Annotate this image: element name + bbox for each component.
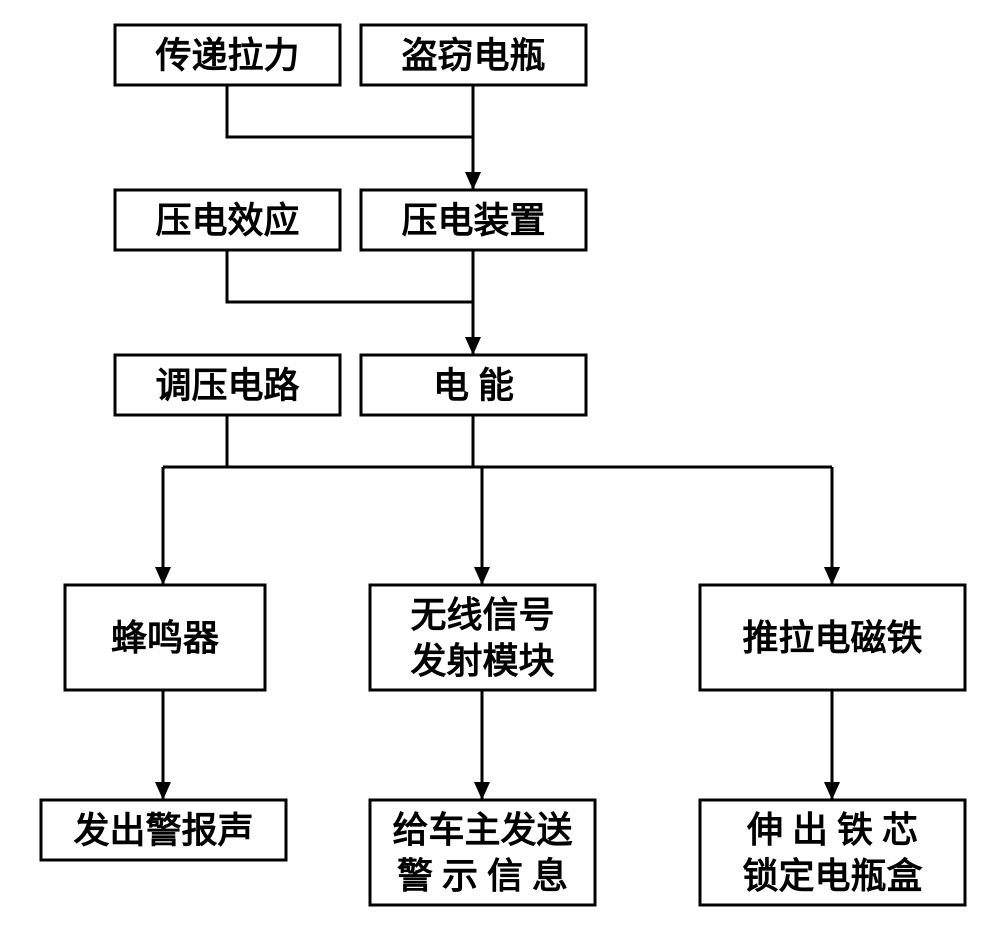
node-label: 推拉电磁铁 [742, 618, 922, 658]
node-label: 压电装置 [401, 201, 545, 241]
flowchart-canvas: 传递拉力 盗窃电瓶压电效应 压电装置调压电路 电 能蜂鸣器 无线信号发射模块 推拉电磁铁发… [0, 0, 997, 934]
edge-e11 [155, 690, 171, 800]
edge-e4 [227, 250, 473, 302]
node-label: 电 能 [433, 366, 514, 406]
node-label: 锁定电瓶盒 [742, 856, 923, 896]
node-label: 发射模块 [410, 641, 554, 681]
edge-e2 [227, 85, 473, 137]
node-n11: 给车主发送警 示 信 息 [370, 800, 595, 905]
edge-e8 [155, 467, 171, 585]
node-n9: 推拉电磁铁 [700, 585, 965, 690]
node-n6: 电 能 [361, 355, 586, 415]
node-label: 无线信号 [410, 595, 554, 635]
edge-e9 [474, 467, 490, 585]
node-n10: 发出警报声 [41, 800, 286, 860]
node-label: 给车主发送 [392, 810, 572, 850]
node-n7: 蜂鸣器 [65, 585, 265, 690]
node-n2: 盗窃电瓶 [361, 25, 586, 85]
edge-e6 [227, 415, 473, 467]
node-label: 压电效应 [155, 201, 299, 241]
edge-e13 [824, 690, 840, 800]
node-n8: 无线信号发射模块 [370, 585, 595, 690]
node-n1: 传递拉力 [115, 25, 340, 85]
node-label: 警 示 信 息 [397, 856, 568, 896]
node-n3: 压电效应 [115, 190, 340, 250]
node-n5: 调压电路 [115, 355, 340, 415]
node-label: 发出警报声 [73, 811, 253, 851]
node-n12: 伸 出 铁 芯锁定电瓶盒 [700, 800, 965, 905]
node-label: 蜂鸣器 [111, 618, 220, 658]
edge-e12 [474, 690, 490, 800]
node-label: 盗窃电瓶 [401, 36, 545, 76]
node-label: 传递拉力 [154, 36, 299, 76]
edge-e10 [824, 467, 840, 585]
node-label: 伸 出 铁 芯 [746, 810, 918, 850]
node-n4: 压电装置 [361, 190, 586, 250]
node-label: 调压电路 [155, 366, 300, 406]
